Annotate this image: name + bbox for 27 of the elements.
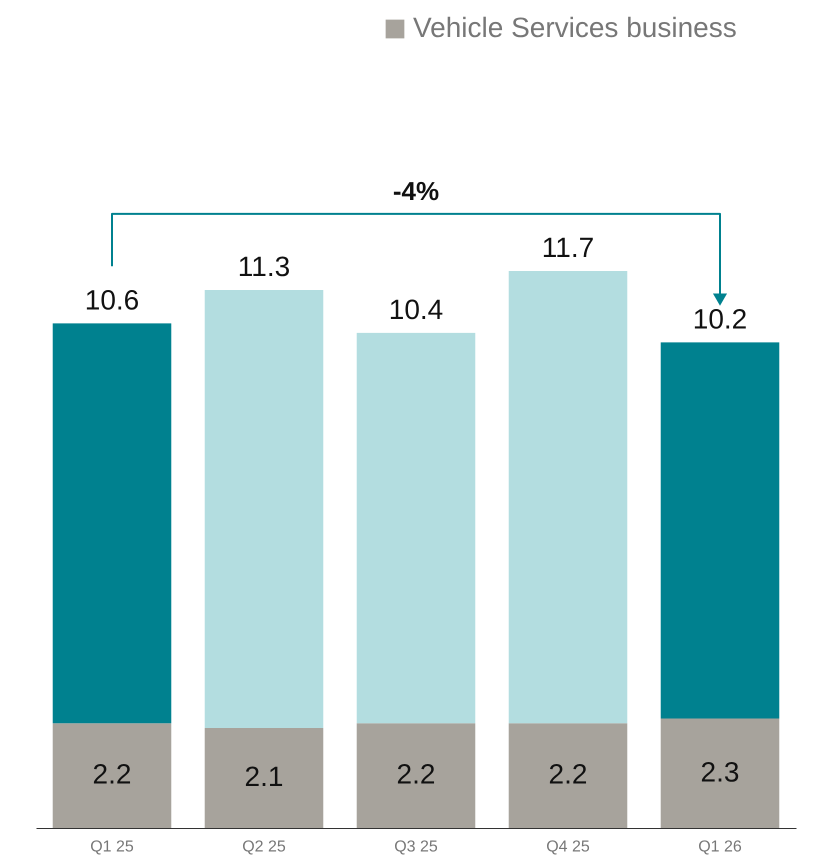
data-label: 2.2 bbox=[92, 758, 132, 790]
bar bbox=[508, 723, 628, 828]
x-tick-label: Q1 25 bbox=[90, 838, 134, 856]
x-tick-label: Q2 25 bbox=[242, 838, 286, 856]
total-label: 10.2 bbox=[692, 303, 748, 334]
bar bbox=[204, 290, 324, 728]
bar bbox=[52, 323, 172, 724]
x-tick-label: Q1 26 bbox=[698, 838, 742, 856]
bar bbox=[52, 723, 172, 828]
text: -4% bbox=[392, 176, 440, 206]
total-label: 11.7 bbox=[542, 232, 594, 263]
total-label: 10.6 bbox=[84, 284, 140, 316]
total-label: 11.3 bbox=[238, 251, 290, 282]
bar bbox=[660, 342, 780, 719]
x-tick-label: Q4 25 bbox=[546, 838, 590, 856]
data-label: 2.3 bbox=[700, 756, 740, 788]
data-label: 2.1 bbox=[244, 761, 284, 792]
bar bbox=[204, 728, 324, 828]
data-label: 2.2 bbox=[396, 758, 436, 790]
legend-label: Vehicle Services business bbox=[413, 12, 737, 43]
bar bbox=[356, 332, 476, 724]
bar bbox=[356, 723, 476, 828]
bar bbox=[508, 271, 628, 724]
total-label: 10.4 bbox=[388, 294, 444, 325]
bar bbox=[660, 718, 780, 828]
x-tick-label: Q3 25 bbox=[394, 838, 438, 856]
data-label: 2.2 bbox=[548, 758, 588, 790]
